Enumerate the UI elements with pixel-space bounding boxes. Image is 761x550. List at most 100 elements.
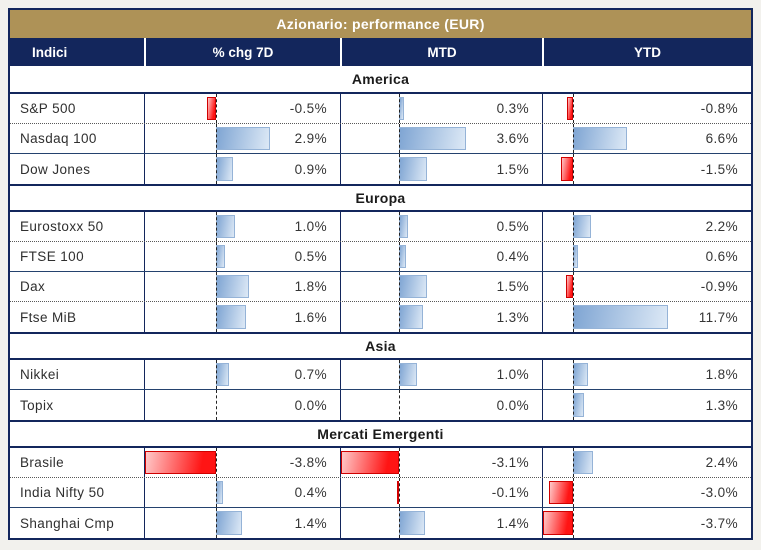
bar-zone	[145, 448, 270, 477]
table-row-dow-jones: Dow Jones 0.9% 1.5% -1.5%	[10, 154, 751, 184]
bar-zone	[145, 124, 270, 153]
zero-axis	[398, 212, 400, 241]
bar-zone	[145, 272, 270, 301]
bar-zone	[145, 360, 270, 389]
table-row-ftse-mib: Ftse MiB 1.6% 1.3% 11.7%	[10, 302, 751, 332]
positive-bar	[398, 275, 427, 298]
value-text: -0.9%	[700, 279, 738, 294]
zero-axis	[573, 154, 575, 184]
positive-bar	[398, 215, 409, 238]
index-name: Brasile	[20, 455, 65, 470]
bar-zone	[341, 508, 466, 538]
value-text: 1.8%	[705, 367, 738, 382]
bar-zone	[341, 154, 466, 184]
value-text: -3.1%	[491, 455, 529, 470]
positive-bar	[215, 215, 235, 238]
value-text: 0.3%	[496, 101, 529, 116]
value-cell-mtd: -0.1%	[340, 478, 542, 507]
value-text: 0.4%	[496, 249, 529, 264]
positive-bar	[215, 157, 233, 181]
table-row-topix: Topix 0.0% 0.0% 1.3%	[10, 390, 751, 420]
negative-bar	[341, 451, 399, 474]
value-text: 3.6%	[496, 131, 529, 146]
bar-zone	[341, 94, 466, 123]
zero-axis	[215, 508, 217, 538]
value-text: 1.4%	[294, 515, 327, 531]
value-text: 0.0%	[496, 397, 529, 413]
index-name: Nasdaq 100	[20, 131, 97, 146]
zero-axis	[398, 154, 400, 184]
zero-axis	[573, 124, 575, 153]
value-text: -3.8%	[289, 455, 327, 470]
value-text: 1.4%	[496, 515, 529, 531]
positive-bar	[215, 511, 242, 535]
value-text: -0.1%	[491, 485, 529, 500]
bar-zone	[341, 448, 466, 477]
value-text: 2.4%	[705, 455, 738, 470]
value-cell-mtd: -3.1%	[340, 448, 542, 477]
bar-zone	[543, 272, 668, 301]
value-cell-chg7d: 1.0%	[144, 212, 340, 241]
zero-axis	[398, 448, 400, 477]
value-text: 0.0%	[294, 397, 327, 413]
value-cell-chg7d: 1.4%	[144, 508, 340, 538]
section-header-mercati-emergenti: Mercati Emergenti	[10, 420, 751, 448]
index-name: Shanghai Cmp	[20, 515, 115, 531]
value-cell-mtd: 0.3%	[340, 94, 542, 123]
bar-zone	[341, 212, 466, 241]
zero-axis	[398, 242, 400, 271]
bar-zone	[543, 448, 668, 477]
table-row-eurostoxx-50: Eurostoxx 50 1.0% 0.5% 2.2%	[10, 212, 751, 242]
positive-bar	[573, 127, 627, 150]
zero-axis	[215, 154, 217, 184]
table-body: America S&P 500 -0.5% 0.3% -0.8% Nasdaq 100 2.…	[10, 66, 751, 538]
table-title: Azionario: performance (EUR)	[276, 16, 485, 32]
index-name: India Nifty 50	[20, 485, 105, 500]
value-cell-mtd: 0.5%	[340, 212, 542, 241]
value-cell-mtd: 1.5%	[340, 272, 542, 301]
negative-bar	[560, 157, 574, 181]
value-text: 1.6%	[294, 309, 327, 325]
table-row-nasdaq-100: Nasdaq 100 2.9% 3.6% 6.6%	[10, 124, 751, 154]
value-text: 0.5%	[294, 249, 327, 264]
zero-axis	[215, 478, 217, 507]
value-text: 1.3%	[496, 309, 529, 325]
positive-bar	[398, 305, 424, 329]
value-cell-chg7d: -0.5%	[144, 94, 340, 123]
zero-axis	[398, 508, 400, 538]
zero-axis	[398, 478, 400, 507]
bar-zone	[543, 360, 668, 389]
positive-bar	[215, 275, 250, 298]
zero-axis	[215, 448, 217, 477]
bar-zone	[341, 302, 466, 332]
value-cell-chg7d: 0.4%	[144, 478, 340, 507]
bar-zone	[145, 302, 270, 332]
index-name: S&P 500	[20, 101, 76, 116]
value-cell-mtd: 3.6%	[340, 124, 542, 153]
zero-axis	[573, 94, 575, 123]
negative-bar	[543, 511, 574, 535]
zero-axis	[215, 212, 217, 241]
value-cell-ytd: -0.8%	[542, 94, 751, 123]
value-cell-chg7d: 1.8%	[144, 272, 340, 301]
table-row-brasile: Brasile -3.8% -3.1% 2.4%	[10, 448, 751, 478]
positive-bar	[573, 451, 593, 474]
bar-zone	[543, 94, 668, 123]
zero-axis	[398, 302, 400, 332]
value-cell-chg7d: 0.7%	[144, 360, 340, 389]
section-header-europa: Europa	[10, 184, 751, 212]
value-cell-mtd: 1.5%	[340, 154, 542, 184]
value-cell-ytd: 1.3%	[542, 390, 751, 420]
positive-bar	[398, 157, 427, 181]
column-header-ytd: YTD	[542, 38, 751, 66]
negative-bar	[548, 481, 574, 504]
value-text: -0.5%	[289, 101, 327, 116]
value-cell-ytd: 11.7%	[542, 302, 751, 332]
positive-bar	[398, 363, 418, 386]
positive-bar	[573, 215, 591, 238]
value-text: 0.4%	[294, 485, 327, 500]
index-name: Ftse MiB	[20, 309, 77, 325]
zero-axis	[573, 360, 575, 389]
bar-zone	[543, 390, 668, 420]
value-cell-chg7d: -3.8%	[144, 448, 340, 477]
